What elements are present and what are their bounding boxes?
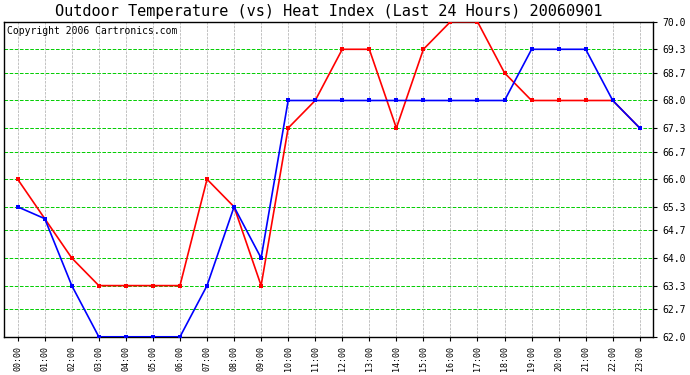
Title: Outdoor Temperature (vs) Heat Index (Last 24 Hours) 20060901: Outdoor Temperature (vs) Heat Index (Las… (55, 4, 602, 19)
Text: Copyright 2006 Cartronics.com: Copyright 2006 Cartronics.com (8, 27, 178, 36)
